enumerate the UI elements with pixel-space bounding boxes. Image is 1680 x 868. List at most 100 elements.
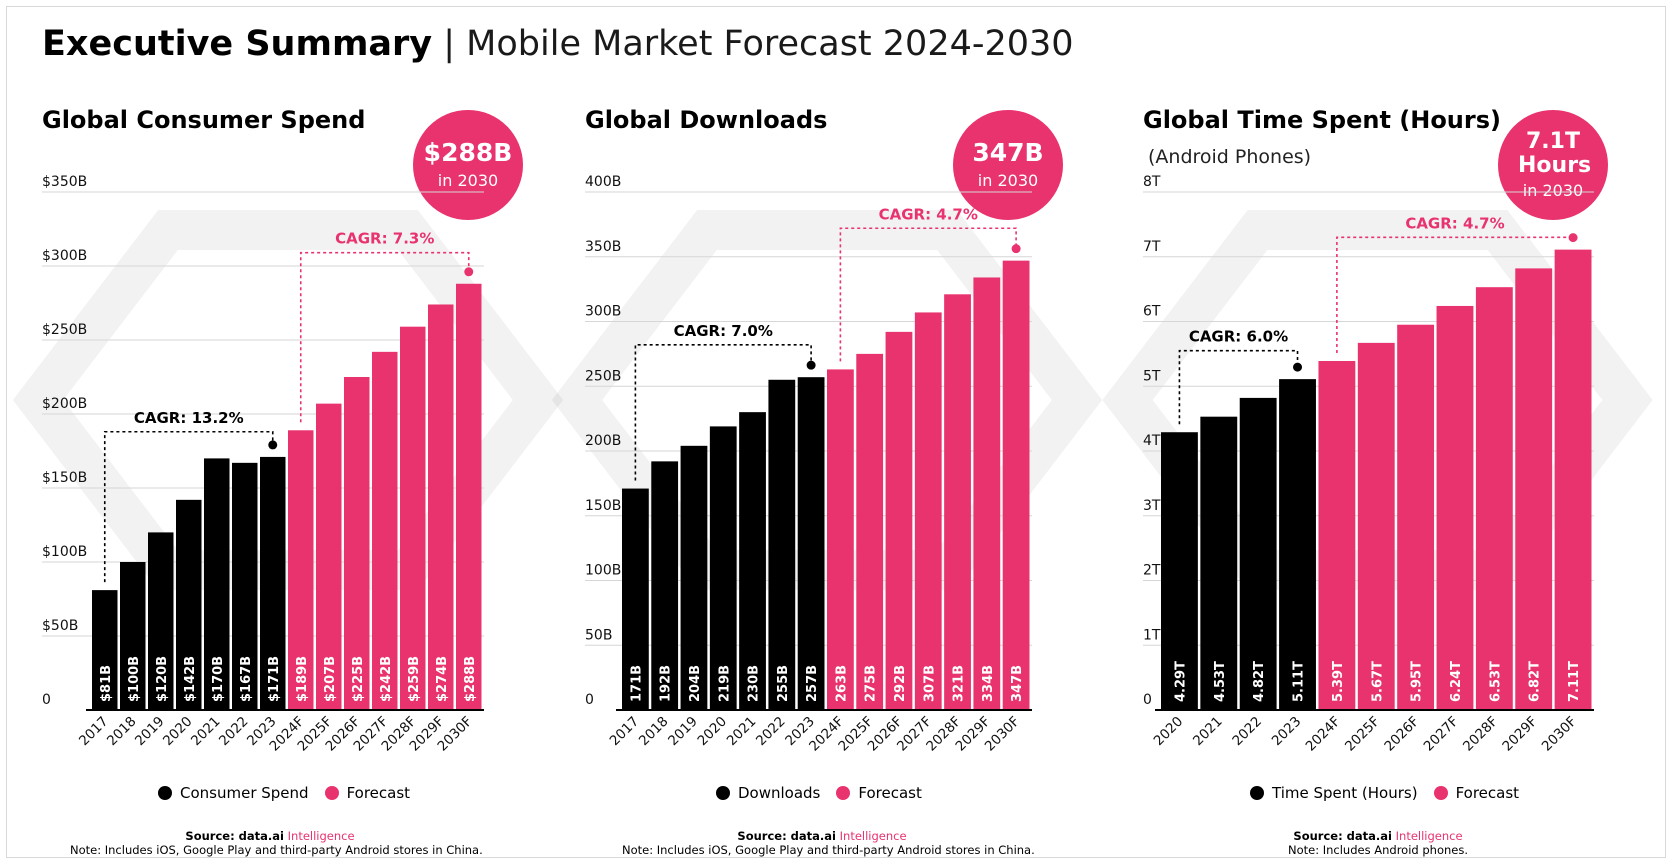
bar-value-label: 347B bbox=[1010, 665, 1025, 702]
page-title-bold: Executive Summary bbox=[42, 24, 433, 64]
bar-chart: 0 $50B $100B $150B $200B $250B $300B $350B $81B 2… bbox=[12, 174, 564, 755]
y-tick-label: 350B bbox=[585, 239, 621, 255]
y-tick-label: 3T bbox=[1143, 498, 1161, 514]
bar bbox=[768, 379, 796, 710]
panel-title: Global Consumer Spend bbox=[42, 106, 366, 134]
legend-label-actual: Consumer Spend bbox=[180, 784, 309, 802]
y-tick-label: $350B bbox=[42, 174, 87, 190]
y-tick-label: $200B bbox=[42, 396, 87, 412]
x-tick-label: 2027F bbox=[1421, 714, 1462, 755]
badge-value: $288B bbox=[423, 138, 513, 168]
y-tick-label: 5T bbox=[1143, 368, 1161, 384]
x-tick-label: 2018 bbox=[636, 714, 672, 750]
x-tick-label: 2020 bbox=[1151, 714, 1187, 750]
cagr-endpoint bbox=[464, 267, 474, 277]
bar-value-label: 7.11T bbox=[1567, 661, 1582, 702]
page-title: Executive Summary | Mobile Market Foreca… bbox=[42, 24, 1074, 64]
bar-value-label: 192B bbox=[659, 665, 674, 702]
source-line: Source: data.ai Intelligence bbox=[1238, 829, 1518, 843]
y-tick-label: 400B bbox=[585, 174, 621, 190]
bar bbox=[344, 377, 370, 710]
panel-title: Global Downloads bbox=[585, 106, 828, 134]
bar-value-label: 275B bbox=[864, 665, 879, 702]
legend: Downloads Forecast bbox=[716, 784, 938, 802]
bar bbox=[1279, 379, 1316, 710]
legend-label-forecast: Forecast bbox=[346, 784, 411, 802]
source-footnote: Note: Includes iOS, Google Play and thir… bbox=[70, 843, 483, 857]
bar bbox=[1357, 342, 1395, 710]
legend-label-actual: Downloads bbox=[738, 784, 821, 802]
bar-value-label: 219B bbox=[717, 665, 732, 702]
y-tick-label: $250B bbox=[42, 322, 87, 338]
cagr-bracket bbox=[299, 251, 470, 423]
bar-value-label: $120B bbox=[155, 656, 170, 702]
bar bbox=[1239, 397, 1277, 710]
bar bbox=[1002, 260, 1030, 710]
x-tick-label: 2022 bbox=[753, 714, 789, 750]
x-tick-label: 2021 bbox=[1190, 714, 1226, 750]
cagr-label: CAGR: 4.7% bbox=[1405, 214, 1504, 232]
bar bbox=[1397, 324, 1435, 710]
x-tick-label: 2019 bbox=[665, 714, 701, 750]
bar bbox=[914, 312, 942, 710]
x-tick-label: 2021 bbox=[724, 714, 760, 750]
source-brand: Intelligence bbox=[839, 829, 907, 843]
bar bbox=[739, 412, 766, 710]
bar bbox=[148, 532, 174, 710]
cagr-endpoint bbox=[1293, 362, 1303, 372]
y-tick-label: 250B bbox=[585, 368, 621, 384]
x-tick-label: 2019 bbox=[132, 714, 168, 750]
page-frame bbox=[6, 6, 1666, 858]
y-tick-label: 50B bbox=[585, 627, 612, 643]
bar-value-label: $242B bbox=[379, 656, 394, 702]
x-tick-label: 2021 bbox=[188, 714, 224, 750]
bar-value-label: 307B bbox=[922, 665, 937, 702]
page-title-rest: | Mobile Market Forecast 2024-2030 bbox=[443, 24, 1074, 64]
y-tick-label: 1T bbox=[1143, 627, 1161, 643]
bar-value-label: 4.82T bbox=[1252, 661, 1267, 702]
x-tick-label: 2029F bbox=[1499, 714, 1540, 755]
cagr-endpoint bbox=[1568, 233, 1578, 243]
legend-dot-forecast bbox=[324, 786, 339, 800]
bar bbox=[1436, 305, 1474, 710]
bar-value-label: $207B bbox=[323, 656, 338, 702]
bar-value-label: 263B bbox=[834, 665, 849, 702]
cagr-label: CAGR: 6.0% bbox=[1189, 328, 1288, 346]
y-tick-label: 0 bbox=[42, 692, 51, 708]
legend-label-forecast: Forecast bbox=[858, 784, 922, 802]
badge-circle: $288B in 2030 bbox=[413, 110, 523, 220]
bar-value-label: 5.11T bbox=[1292, 661, 1307, 702]
bar-value-label: $81B bbox=[99, 665, 114, 702]
source-brand: Intelligence bbox=[1395, 829, 1463, 843]
bar-value-label: 5.67T bbox=[1370, 661, 1385, 702]
bar bbox=[856, 353, 884, 710]
badge-value: 347B bbox=[972, 138, 1044, 168]
bar bbox=[797, 377, 825, 710]
source-footnote: Note: Includes iOS, Google Play and thir… bbox=[622, 843, 1035, 857]
bar-value-label: 6.24T bbox=[1449, 661, 1464, 702]
legend-dot-actual bbox=[716, 786, 730, 800]
x-tick-label: 2026F bbox=[1381, 714, 1422, 755]
panel-downloads: Global Downloads 347B in 2030 0 50B 100B 15… bbox=[542, 0, 1103, 868]
y-tick-label: 8T bbox=[1143, 174, 1161, 190]
bar bbox=[827, 369, 854, 710]
y-tick-label: 6T bbox=[1143, 304, 1161, 320]
bar bbox=[1200, 416, 1238, 710]
y-tick-label: $50B bbox=[42, 618, 78, 634]
bar-value-label: $171B bbox=[267, 656, 282, 702]
bar-value-label: 5.95T bbox=[1410, 661, 1425, 702]
cagr-label: CAGR: 7.3% bbox=[335, 230, 434, 248]
source-note: Source: data.ai Intelligence Note: Inclu… bbox=[70, 829, 483, 857]
bar bbox=[709, 426, 737, 710]
bar bbox=[622, 488, 649, 710]
y-tick-label: 0 bbox=[1143, 692, 1152, 708]
y-tick-label: 2T bbox=[1143, 563, 1161, 579]
legend: Time Spent (Hours) Forecast bbox=[1250, 784, 1535, 802]
x-tick-label: 2018 bbox=[104, 714, 140, 750]
source-brand: Intelligence bbox=[287, 829, 355, 843]
cagr-endpoint bbox=[1011, 244, 1021, 254]
x-tick-label: 2030F bbox=[1539, 714, 1580, 755]
bar-chart: 0 1T 2T 3T 4T 5T 6T 7T 8T 4.29T 2020 4.53T 2021 4.82T… bbox=[1102, 174, 1653, 755]
badge-caption: in 2030 bbox=[977, 170, 1039, 190]
x-tick-label: 2023 bbox=[1269, 714, 1305, 750]
